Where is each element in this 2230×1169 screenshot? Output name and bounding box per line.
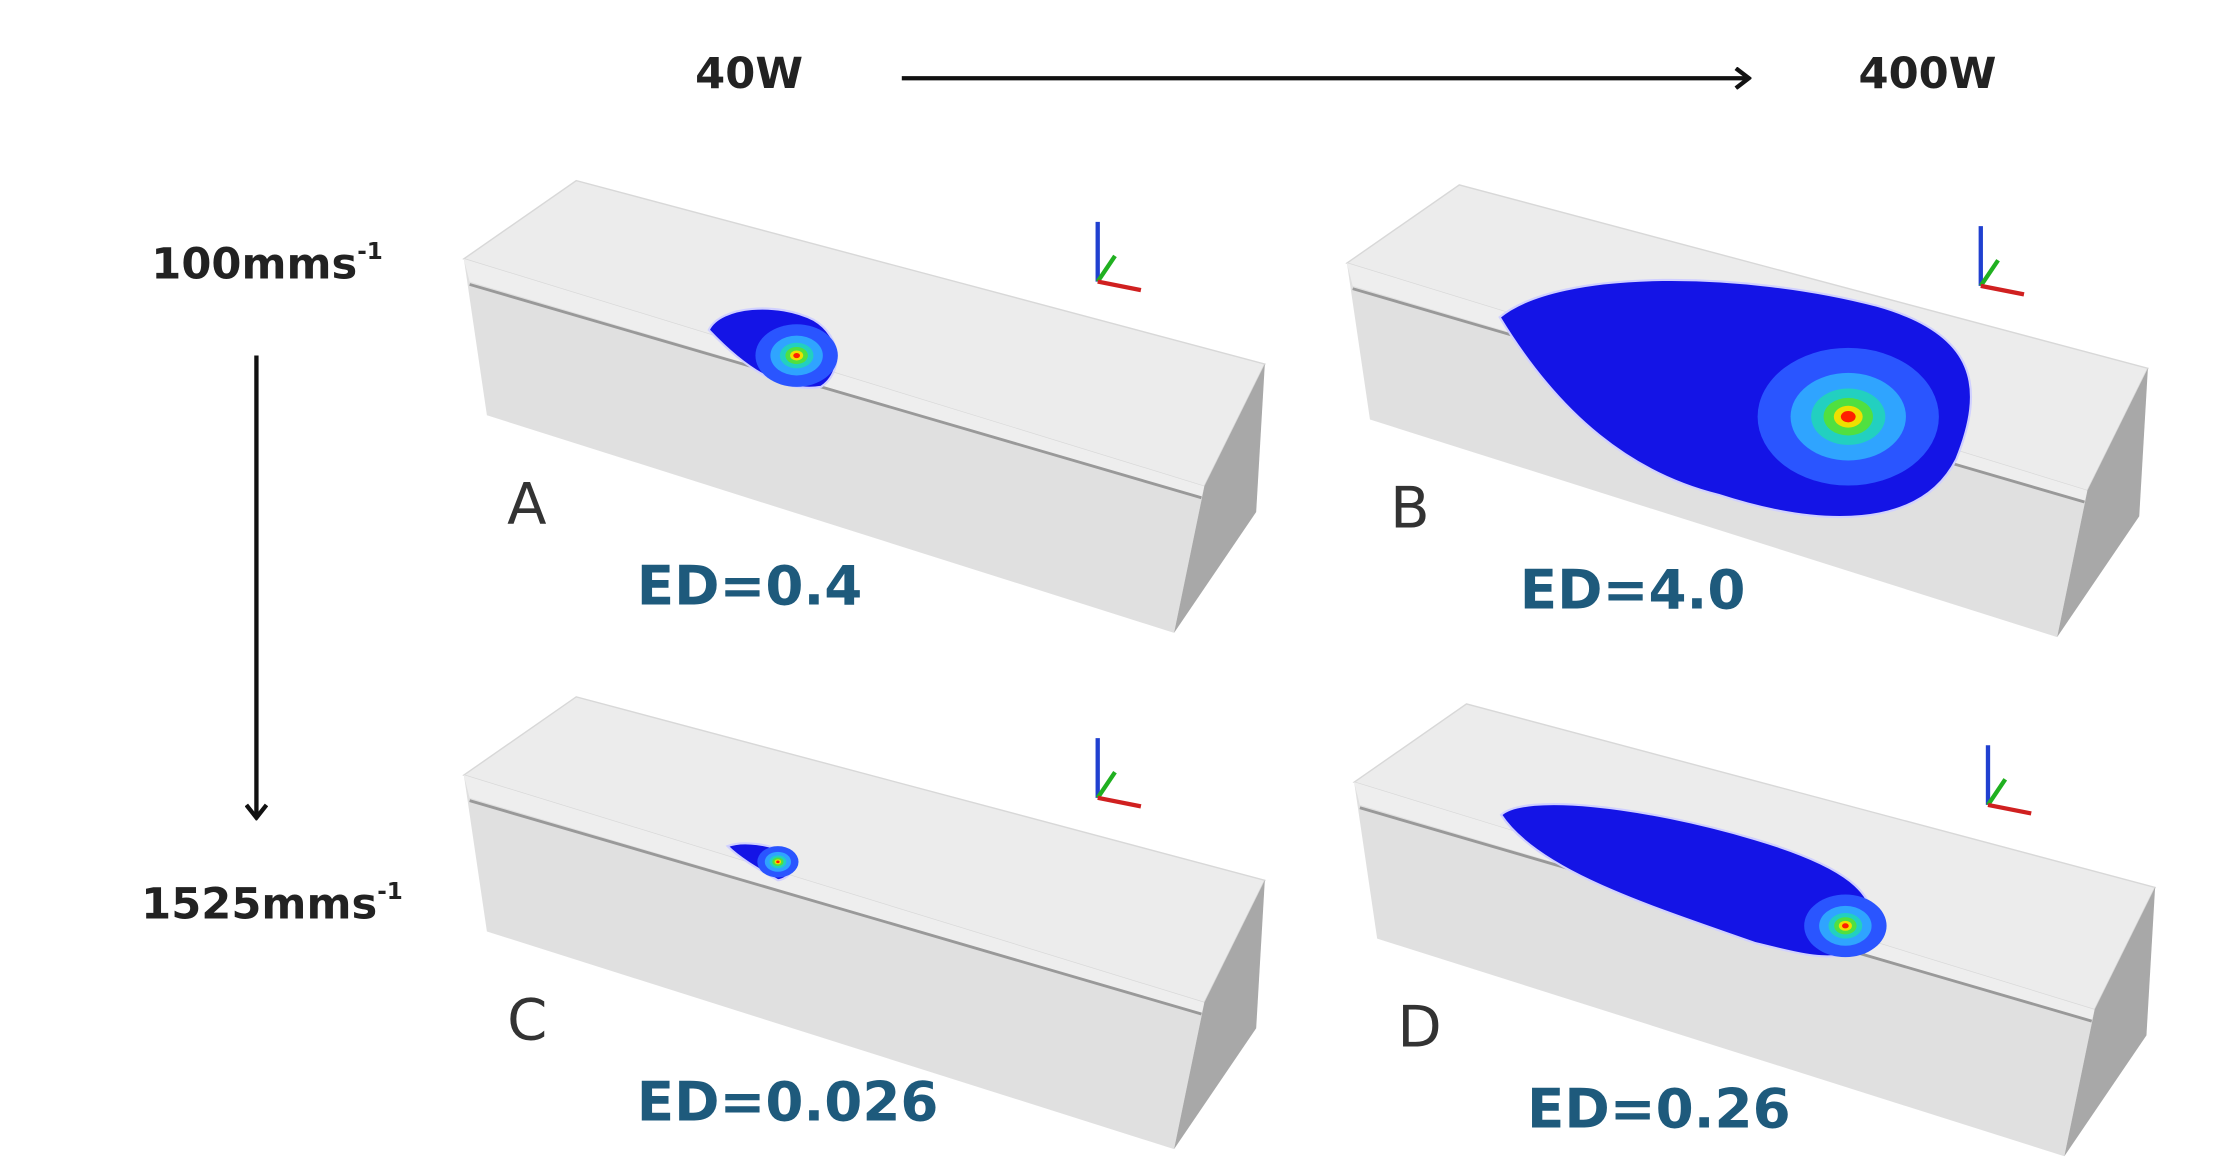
panels: A ED=0.4 B ED=4.0 C ED=0.026 D ED=0.26 <box>464 181 2155 1157</box>
heat-ring <box>776 861 779 864</box>
energy-density: ED=0.4 <box>637 555 863 618</box>
energy-density: ED=4.0 <box>1520 559 1746 622</box>
axis-x <box>1098 798 1141 807</box>
axis-y <box>1098 772 1115 798</box>
heat-ring <box>1841 411 1856 422</box>
page: 40W 400W 100mms-1 1525mms-1 A ED=0.4 B ED=4… <box>0 0 2230 1169</box>
energy-density: ED=0.026 <box>637 1071 939 1134</box>
panel: D ED=0.26 <box>1354 704 2155 1156</box>
energy-density: ED=0.26 <box>1527 1078 1791 1141</box>
heat-ring <box>1842 923 1849 928</box>
panel: C ED=0.026 <box>464 697 1265 1149</box>
power-high: 400W <box>1859 49 1997 99</box>
power-low: 40W <box>695 49 803 99</box>
heat-ring <box>793 353 800 358</box>
axis-y <box>1988 779 2005 805</box>
axis-x <box>1988 805 2031 814</box>
panel-label: D <box>1397 994 1441 1061</box>
speed-high: 1525mms-1 <box>141 879 403 930</box>
panel-label: A <box>507 471 546 538</box>
speed-low: 100mms-1 <box>151 239 383 290</box>
axis-x <box>1981 286 2024 295</box>
panel: A ED=0.4 <box>464 181 1265 633</box>
axis-x <box>1098 282 1141 291</box>
panel-label: B <box>1390 475 1430 542</box>
panel: B ED=4.0 <box>1347 185 2148 637</box>
axis-y <box>1981 260 1998 286</box>
panel-label: C <box>507 987 547 1054</box>
figure: 40W 400W 100mms-1 1525mms-1 A ED=0.4 B ED=4… <box>0 0 2230 1169</box>
axis-y <box>1098 256 1115 282</box>
